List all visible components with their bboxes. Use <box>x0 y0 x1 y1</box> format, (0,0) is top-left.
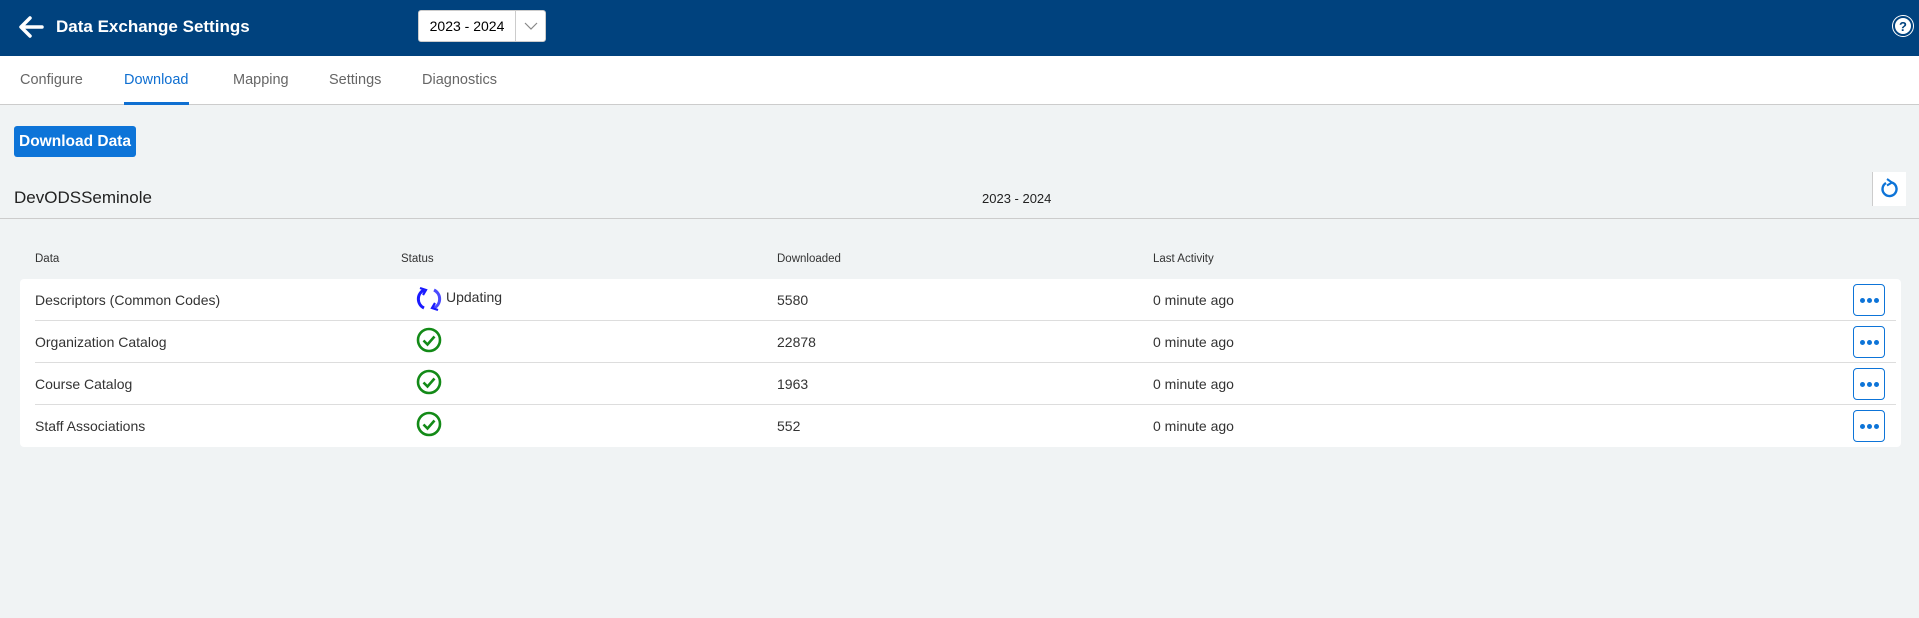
table-row: Course Catalog 1963 0 minute ago <box>35 363 1896 405</box>
status-cell <box>416 327 446 353</box>
status-cell: Updating <box>416 285 502 313</box>
data-name-cell: Staff Associations <box>35 418 146 434</box>
tab-mapping[interactable]: Mapping <box>233 72 289 88</box>
organization-name: DevODSSeminole <box>14 188 152 207</box>
sync-icon <box>416 286 442 312</box>
last-activity-cell: 0 minute ago <box>1153 418 1234 434</box>
app-header: Data Exchange Settings 2023 - 2024 ? <box>0 0 1919 56</box>
data-name-cell: Organization Catalog <box>35 334 167 350</box>
more-options-button[interactable] <box>1853 284 1885 316</box>
chevron-down-icon <box>515 11 545 41</box>
last-activity-cell: 0 minute ago <box>1153 334 1234 350</box>
ellipsis-icon <box>1859 297 1865 303</box>
status-cell <box>416 369 446 395</box>
last-activity-cell: 0 minute ago <box>1153 292 1234 308</box>
section-year: 2023 - 2024 <box>982 191 1052 206</box>
ellipsis-dot <box>1873 339 1879 345</box>
ellipsis-dot <box>1873 297 1879 303</box>
download-data-button[interactable]: Download Data <box>14 126 136 157</box>
downloaded-cell: 552 <box>777 418 801 434</box>
tab-configure[interactable]: Configure <box>20 72 83 88</box>
ellipsis-dot <box>1866 423 1872 429</box>
column-header-data: Data <box>35 253 60 265</box>
status-cell <box>416 411 446 437</box>
status-text: Updating <box>446 289 503 305</box>
back-arrow-icon[interactable] <box>16 12 46 42</box>
data-name-cell: Course Catalog <box>35 376 133 392</box>
check-circle-icon <box>416 327 442 353</box>
refresh-icon <box>1880 178 1898 198</box>
download-table: Descriptors (Common Codes) Updating 5580… <box>20 279 1901 447</box>
tab-settings[interactable]: Settings <box>329 72 382 88</box>
column-header-last-activity: Last Activity <box>1153 253 1214 265</box>
more-options-button[interactable] <box>1853 368 1885 400</box>
year-select-value: 2023 - 2024 <box>429 18 505 34</box>
column-header-downloaded: Downloaded <box>777 253 841 265</box>
section-divider <box>0 218 1919 219</box>
year-select[interactable]: 2023 - 2024 <box>418 10 546 42</box>
table-row: Descriptors (Common Codes) Updating 5580… <box>35 279 1896 321</box>
more-options-button[interactable] <box>1853 326 1885 358</box>
check-circle-icon <box>416 411 442 437</box>
tab-diagnostics[interactable]: Diagnostics <box>422 72 497 88</box>
table-row: Staff Associations 552 0 minute ago <box>35 405 1896 447</box>
downloaded-cell: 1963 <box>777 376 809 392</box>
downloaded-cell: 5580 <box>777 292 809 308</box>
ellipsis-dot <box>1873 423 1879 429</box>
ellipsis-dot <box>1873 381 1879 387</box>
ellipsis-dot <box>1866 339 1872 345</box>
tab-download[interactable]: Download <box>124 72 189 105</box>
more-options-button[interactable] <box>1853 410 1885 442</box>
downloaded-cell: 22878 <box>777 334 816 350</box>
check-circle-icon <box>416 369 442 395</box>
table-row: Organization Catalog 22878 0 minute ago <box>35 321 1896 363</box>
refresh-button[interactable] <box>1872 172 1906 206</box>
last-activity-cell: 0 minute ago <box>1153 376 1234 392</box>
help-icon[interactable]: ? <box>1893 16 1913 36</box>
tab-bar: Configure Download Mapping Settings Diag… <box>0 56 1919 105</box>
ellipsis-icon <box>1859 423 1865 429</box>
page-title: Data Exchange Settings <box>56 17 250 36</box>
ellipsis-dot <box>1866 297 1872 303</box>
data-name-cell: Descriptors (Common Codes) <box>35 292 221 308</box>
ellipsis-dot <box>1866 381 1872 387</box>
ellipsis-icon <box>1859 339 1865 345</box>
ellipsis-icon <box>1859 381 1865 387</box>
column-header-status: Status <box>401 253 434 265</box>
